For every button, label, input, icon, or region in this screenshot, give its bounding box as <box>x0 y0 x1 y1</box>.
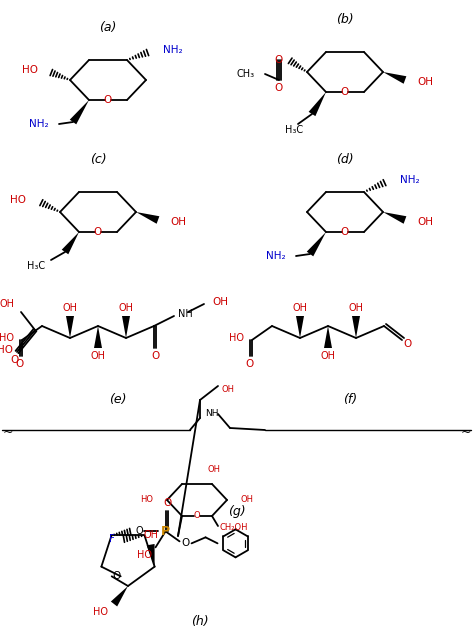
Text: (d): (d) <box>336 154 354 166</box>
Polygon shape <box>122 316 130 338</box>
Text: P: P <box>161 525 170 538</box>
Text: OH: OH <box>0 299 15 309</box>
Text: (c): (c) <box>90 154 106 166</box>
Polygon shape <box>307 232 326 256</box>
Text: O: O <box>152 351 160 361</box>
Polygon shape <box>352 316 360 338</box>
Polygon shape <box>111 586 128 606</box>
Text: O: O <box>275 83 283 93</box>
Polygon shape <box>136 212 159 224</box>
Polygon shape <box>383 72 406 83</box>
Text: OH: OH <box>241 496 254 505</box>
Text: OH: OH <box>417 217 433 227</box>
Text: OH: OH <box>417 77 433 87</box>
Polygon shape <box>383 212 406 224</box>
Text: HO: HO <box>140 496 153 505</box>
Text: F: F <box>109 534 114 545</box>
Text: OH: OH <box>292 303 308 313</box>
Text: HO: HO <box>0 345 13 355</box>
Text: OH: OH <box>170 217 186 227</box>
Text: OH: OH <box>63 303 78 313</box>
Text: (b): (b) <box>336 13 354 27</box>
Polygon shape <box>146 544 155 567</box>
Text: (f): (f) <box>343 394 357 406</box>
Text: H₃C: H₃C <box>27 261 45 271</box>
Text: HO: HO <box>0 333 14 343</box>
Text: O: O <box>104 95 112 105</box>
Text: NH₂: NH₂ <box>400 175 419 185</box>
Text: OH: OH <box>222 385 235 394</box>
Text: NH₂: NH₂ <box>266 251 286 261</box>
Text: (e): (e) <box>109 394 127 406</box>
Text: HO: HO <box>137 550 152 561</box>
Text: H₃C: H₃C <box>285 125 303 135</box>
Text: O: O <box>404 339 412 349</box>
Text: NH₂: NH₂ <box>163 45 182 55</box>
Text: OH: OH <box>208 466 220 475</box>
Polygon shape <box>70 100 89 124</box>
Polygon shape <box>324 326 332 348</box>
Text: O: O <box>11 355 19 365</box>
Text: HO: HO <box>22 65 38 75</box>
Text: O: O <box>341 227 349 237</box>
Polygon shape <box>62 232 79 254</box>
Text: OH: OH <box>320 351 336 361</box>
Text: O: O <box>341 87 349 97</box>
Text: (a): (a) <box>100 22 117 34</box>
Text: ~: ~ <box>461 426 471 438</box>
Polygon shape <box>66 316 74 338</box>
Text: O: O <box>194 512 201 520</box>
Text: OH: OH <box>118 303 134 313</box>
Text: HO: HO <box>10 195 26 205</box>
Text: OH: OH <box>212 297 228 307</box>
Text: HO: HO <box>229 333 244 343</box>
Polygon shape <box>309 92 326 116</box>
Text: O: O <box>246 359 254 369</box>
Text: O: O <box>275 55 283 65</box>
Text: O: O <box>182 538 190 548</box>
Text: HO: HO <box>93 607 108 617</box>
Text: (g): (g) <box>228 506 246 519</box>
Polygon shape <box>94 326 102 348</box>
Text: O: O <box>164 498 172 508</box>
Text: O: O <box>136 526 143 536</box>
Text: O: O <box>112 571 121 582</box>
Text: O: O <box>94 227 102 237</box>
Text: OH: OH <box>348 303 364 313</box>
Polygon shape <box>296 316 304 338</box>
Text: NH: NH <box>205 410 219 419</box>
Text: O: O <box>16 359 24 369</box>
Text: ~: ~ <box>3 426 13 438</box>
Text: CH₃: CH₃ <box>237 69 255 79</box>
Text: (h): (h) <box>191 615 209 629</box>
Text: CH₂OH: CH₂OH <box>220 524 248 533</box>
Text: NH₂: NH₂ <box>29 119 49 129</box>
Text: OH: OH <box>143 529 158 540</box>
Text: OH: OH <box>91 351 106 361</box>
Text: NH: NH <box>178 309 193 319</box>
